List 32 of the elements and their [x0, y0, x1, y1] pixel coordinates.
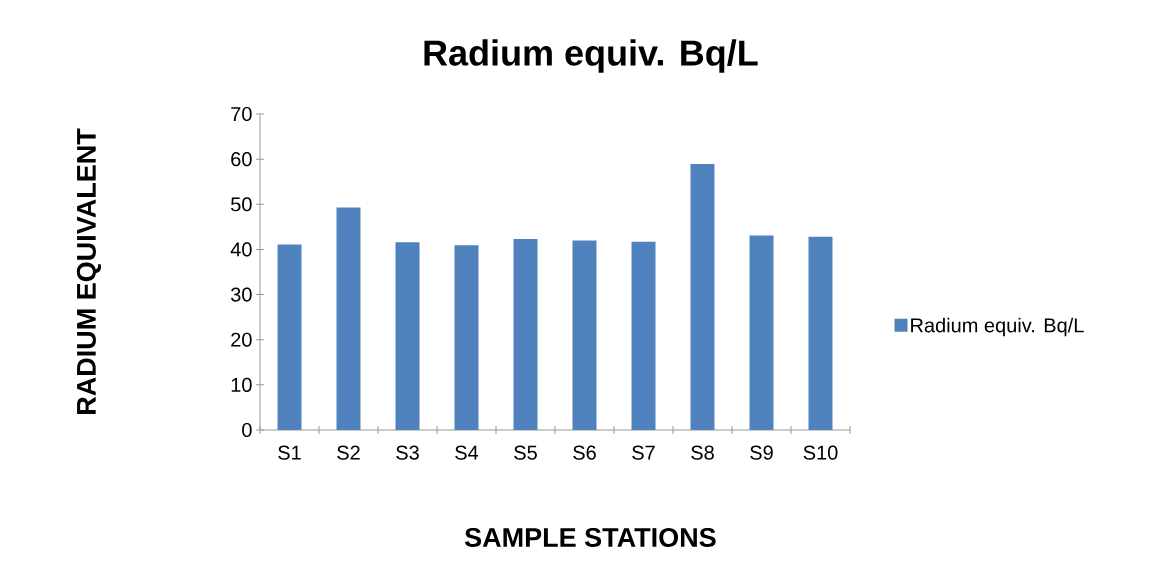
x-tick-label: S10: [803, 445, 838, 460]
bar: [513, 239, 538, 430]
x-tick-label: S7: [632, 445, 655, 460]
bar: [277, 244, 302, 430]
y-tick-label: 50: [231, 197, 252, 212]
x-tick-label: S5: [514, 445, 537, 460]
x-tick-label: S3: [396, 445, 419, 460]
bar: [631, 241, 656, 430]
x-tick-label: S9: [750, 445, 773, 460]
x-tick-label: S2: [337, 445, 360, 460]
x-tick-label: S4: [455, 445, 479, 460]
y-tick-label: 40: [230, 242, 252, 257]
chart-title: Radium equiv. Bq/L: [424, 39, 758, 73]
bar: [336, 207, 361, 430]
bar: [395, 242, 420, 430]
bar: [454, 245, 479, 430]
x-axis-title: SAMPLE STATIONS: [464, 527, 716, 547]
x-tick-label: S1: [278, 445, 301, 460]
y-tick-label: 60: [231, 152, 252, 167]
x-tick-label: S8: [691, 445, 714, 460]
bar: [749, 235, 774, 430]
y-tick-label: 70: [231, 106, 252, 122]
y-tick-label: 30: [230, 287, 252, 302]
y-axis-title: RADIUM EQUIVALENT: [76, 128, 101, 414]
x-tick-label: S6: [573, 445, 596, 460]
bar: [572, 240, 597, 430]
y-tick-label: 20: [231, 332, 252, 347]
y-tick-label: 10: [231, 377, 252, 392]
bar: [690, 164, 715, 430]
y-tick-label: 0: [242, 422, 252, 438]
legend-label: Radium equiv. Bq/L: [911, 317, 1084, 337]
bar: [808, 236, 833, 430]
